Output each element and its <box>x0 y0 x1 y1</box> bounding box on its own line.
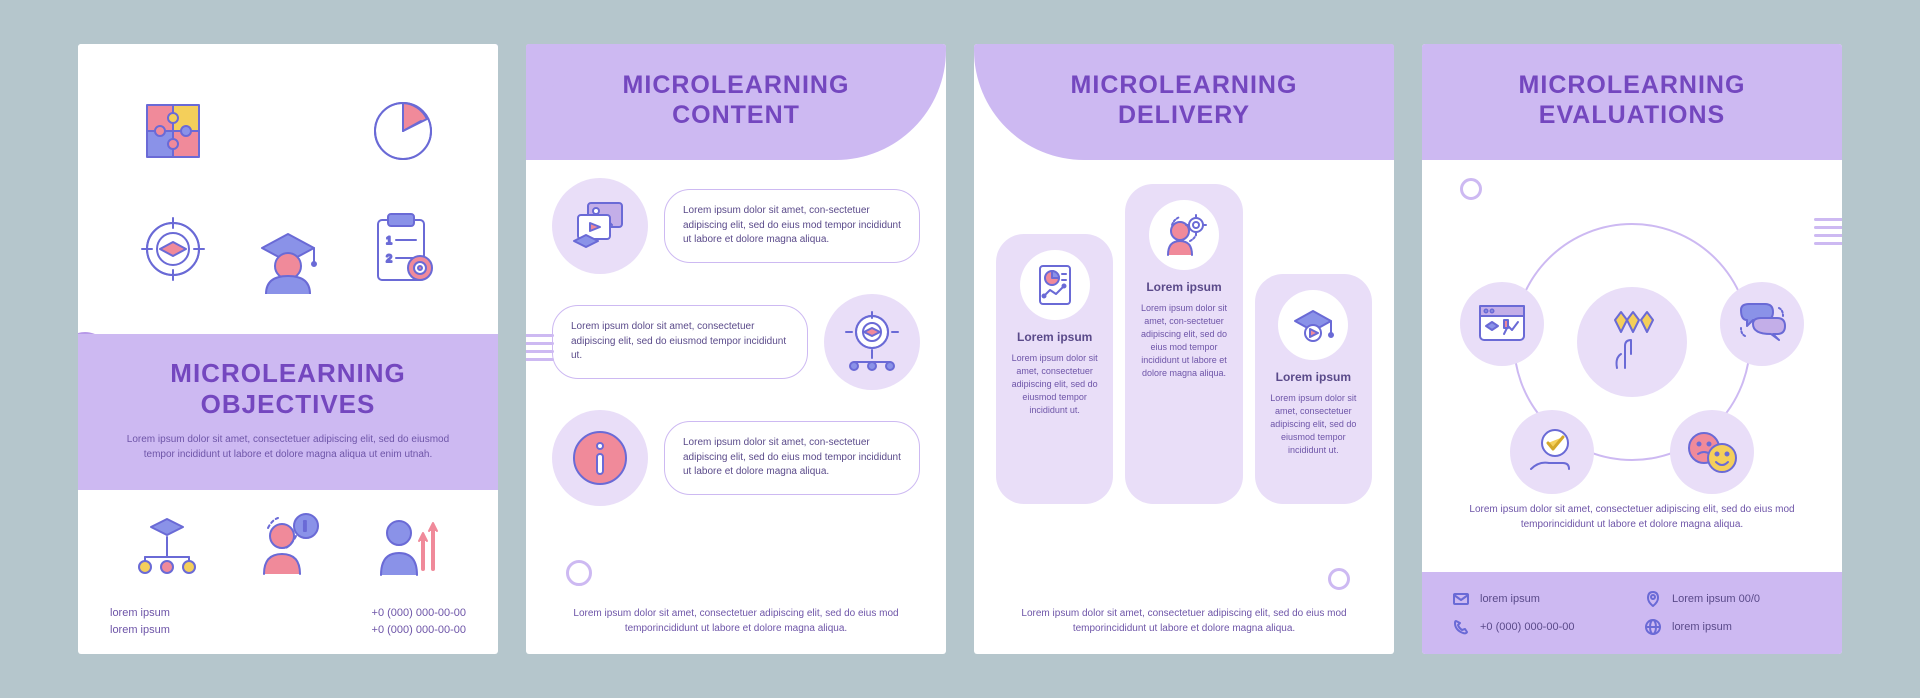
cap-play-icon <box>1278 290 1348 360</box>
card-heading: Lorem ipsum <box>1146 280 1221 294</box>
delivery-card: Lorem ipsum Lorem ipsum dolor sit amet, … <box>1255 274 1372 504</box>
page-objectives: 1 2 MICROLEARNING OBJECTIVES Lorem ipsum… <box>78 44 498 654</box>
page-delivery: MICROLEARNING DELIVERY Lorem ipsum Lorem… <box>974 44 1394 654</box>
person-growth-icon <box>373 508 445 580</box>
contact-text: +0 (000) 000-00-00 <box>1480 621 1574 633</box>
objectives-title: MICROLEARNING OBJECTIVES <box>110 358 466 420</box>
page-evaluations: MICROLEARNING EVALUATIONS <box>1422 44 1842 654</box>
card-heading: Lorem ipsum <box>1276 370 1351 384</box>
svg-text:i: i <box>303 518 307 534</box>
contact-address: Lorem ipsum 00/0 <box>1644 590 1812 608</box>
media-stack-icon <box>552 178 648 274</box>
rating-hand-icon <box>1577 287 1687 397</box>
eval-body-text: Lorem ipsum dolor sit amet, consectetuer… <box>1422 502 1842 532</box>
content-footer-text: Lorem ipsum dolor sit amet, consectetuer… <box>562 606 910 636</box>
eval-title: MICROLEARNING EVALUATIONS <box>1452 70 1812 130</box>
content-text: Lorem ipsum dolor sit amet, con-sectetue… <box>664 189 920 263</box>
svg-text:2: 2 <box>386 253 392 265</box>
envelope-icon <box>1452 590 1470 608</box>
footer-left: lorem ipsum lorem ipsum <box>110 605 170 640</box>
person-info-icon: i <box>252 508 324 580</box>
page-content: MICROLEARNING CONTENT Lorem ipsum dolor … <box>526 44 946 654</box>
pin-icon <box>1644 590 1662 608</box>
footer-right: +0 (000) 000-00-00 +0 (000) 000-00-00 <box>372 605 466 640</box>
delivery-card: Lorem ipsum Lorem ipsum dolor sit amet, … <box>1125 184 1242 504</box>
svg-text:1: 1 <box>386 235 392 247</box>
content-rows: Lorem ipsum dolor sit amet, con-sectetue… <box>526 160 946 506</box>
deco-ring <box>1328 568 1350 590</box>
contact-text: lorem ipsum <box>1672 621 1732 633</box>
content-row: Lorem ipsum dolor sit amet, con-sectetue… <box>552 178 920 274</box>
card-body: Lorem ipsum dolor sit amet, consectetuer… <box>1008 352 1101 417</box>
eval-header: MICROLEARNING EVALUATIONS <box>1422 44 1842 160</box>
card-body: Lorem ipsum dolor sit amet, con-sectetue… <box>1137 302 1230 380</box>
target-tree-icon <box>824 294 920 390</box>
delivery-title: MICROLEARNING DELIVERY <box>1004 70 1364 130</box>
objectives-bottom-icons: i <box>78 490 498 580</box>
objectives-footer: lorem ipsum lorem ipsum +0 (000) 000-00-… <box>78 591 498 654</box>
content-text: Lorem ipsum dolor sit amet, consectetuer… <box>552 305 808 379</box>
chat-bubbles-icon <box>1720 282 1804 366</box>
content-title: MICROLEARNING CONTENT <box>556 70 916 130</box>
delivery-card: Lorem ipsum Lorem ipsum dolor sit amet, … <box>996 234 1113 504</box>
delivery-header: MICROLEARNING DELIVERY <box>974 44 1394 160</box>
deco-stripes <box>526 334 554 361</box>
target-cap-icon <box>128 204 219 294</box>
puzzle-icon <box>128 86 219 176</box>
eval-contact-footer: lorem ipsum Lorem ipsum 00/0 +0 (000) 00… <box>1422 572 1842 654</box>
objectives-icon-grid: 1 2 <box>78 44 498 334</box>
contact-phone: +0 (000) 000-00-00 <box>1452 618 1620 636</box>
content-header: MICROLEARNING CONTENT <box>526 44 946 160</box>
footer-text: lorem ipsum <box>110 622 170 640</box>
contact-text: Lorem ipsum 00/0 <box>1672 593 1760 605</box>
content-text: Lorem ipsum dolor sit amet, con-sectetue… <box>664 421 920 495</box>
footer-phone: +0 (000) 000-00-00 <box>372 622 466 640</box>
phone-icon <box>1452 618 1470 636</box>
deco-stripes <box>1814 218 1842 245</box>
content-row: Lorem ipsum dolor sit amet, con-sectetue… <box>552 410 920 506</box>
graduate-icon <box>243 204 334 294</box>
card-heading: Lorem ipsum <box>1017 330 1092 344</box>
report-chart-icon <box>1020 250 1090 320</box>
objectives-title-block: MICROLEARNING OBJECTIVES Lorem ipsum dol… <box>78 334 498 490</box>
deco-ring <box>566 560 592 586</box>
card-body: Lorem ipsum dolor sit amet, consectetuer… <box>1267 392 1360 457</box>
contact-text: lorem ipsum <box>1480 593 1540 605</box>
clock-icon <box>357 86 448 176</box>
globe-icon <box>1644 618 1662 636</box>
delivery-cards: Lorem ipsum Lorem ipsum dolor sit amet, … <box>974 154 1394 504</box>
hand-check-icon <box>1510 410 1594 494</box>
contact-email: lorem ipsum <box>1452 590 1620 608</box>
person-gear-icon <box>1149 200 1219 270</box>
eval-wheel <box>1452 182 1812 502</box>
org-chart-icon <box>131 508 203 580</box>
info-icon <box>552 410 648 506</box>
contact-web: lorem ipsum <box>1644 618 1812 636</box>
footer-phone: +0 (000) 000-00-00 <box>372 605 466 623</box>
brochure-spread: 1 2 MICROLEARNING OBJECTIVES Lorem ipsum… <box>78 44 1842 654</box>
content-row: Lorem ipsum dolor sit amet, consectetuer… <box>552 294 920 390</box>
emotion-faces-icon <box>1670 410 1754 494</box>
objectives-body: Lorem ipsum dolor sit amet, consectetuer… <box>110 432 466 462</box>
delivery-footer-text: Lorem ipsum dolor sit amet, consectetuer… <box>1010 606 1358 636</box>
footer-text: lorem ipsum <box>110 605 170 623</box>
checklist-icon: 1 2 <box>357 204 448 294</box>
dashboard-icon <box>1460 282 1544 366</box>
